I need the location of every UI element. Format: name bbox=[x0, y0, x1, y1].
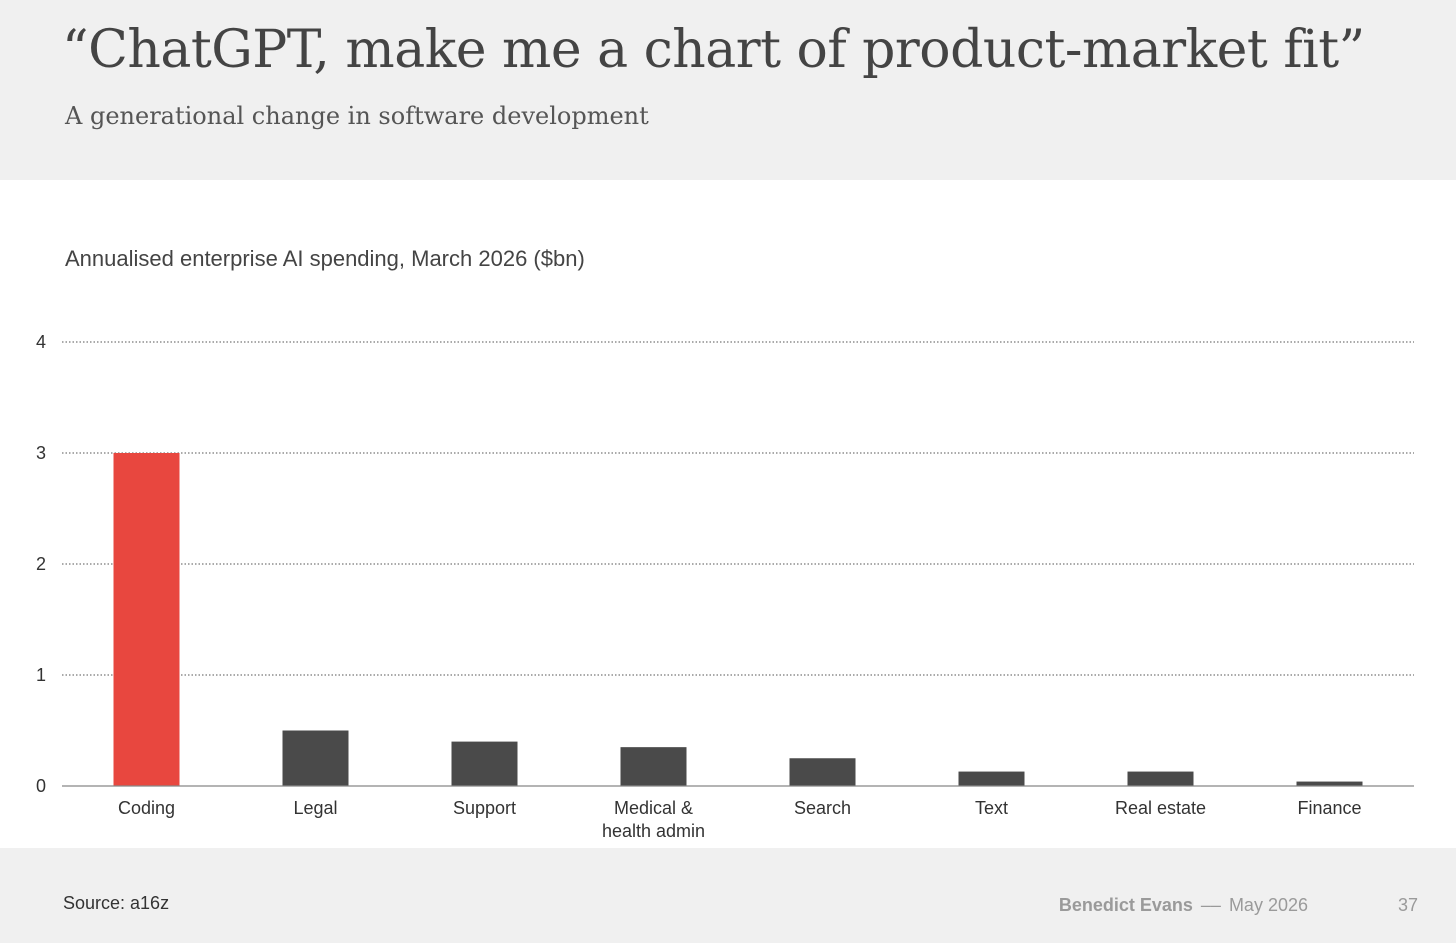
y-tick-label: 0 bbox=[36, 776, 46, 796]
date: May 2026 bbox=[1228, 895, 1308, 915]
bar bbox=[1127, 771, 1194, 786]
credit-separator: –– bbox=[1200, 895, 1221, 915]
x-tick-label: Real estate bbox=[1115, 798, 1206, 818]
x-tick-label: Text bbox=[975, 798, 1008, 818]
bar bbox=[282, 730, 349, 786]
bar bbox=[451, 741, 518, 786]
bar bbox=[113, 453, 180, 786]
x-tick-label-line: Finance bbox=[1297, 798, 1361, 818]
x-tick-label: Search bbox=[794, 798, 851, 818]
x-tick-label-line: Medical & bbox=[614, 798, 693, 818]
bar bbox=[620, 747, 687, 786]
slide-title: “ChatGPT, make me a chart of product-mar… bbox=[62, 20, 1365, 80]
x-tick-label-line: Coding bbox=[118, 798, 175, 818]
chart-title: Annualised enterprise AI spending, March… bbox=[65, 246, 585, 271]
credit: Benedict Evans –– May 2026 bbox=[1059, 895, 1308, 916]
axis-labels: 0 1 2 3 4 Coding Legal Support Medical & health a… bbox=[36, 332, 1362, 841]
x-tick-label-line: health admin bbox=[602, 821, 705, 841]
footer: Source: a16z Benedict Evans –– May 2026 37 bbox=[0, 848, 1456, 943]
x-tick-label: Coding bbox=[118, 798, 175, 818]
bar bbox=[958, 771, 1025, 786]
x-tick-label-line: Search bbox=[794, 798, 851, 818]
y-tick-label: 2 bbox=[36, 554, 46, 574]
header: “ChatGPT, make me a chart of product-mar… bbox=[0, 0, 1456, 180]
x-tick-label: Support bbox=[453, 798, 516, 818]
x-tick-label: Legal bbox=[293, 798, 337, 818]
y-tick-label: 4 bbox=[36, 332, 46, 352]
x-tick-label-line: Text bbox=[975, 798, 1008, 818]
y-tick-label: 3 bbox=[36, 443, 46, 463]
author-name: Benedict Evans bbox=[1058, 895, 1193, 915]
slide-subtitle: A generational change in software develo… bbox=[65, 102, 649, 130]
gridlines bbox=[62, 341, 1414, 676]
x-tick-label-line: Real estate bbox=[1115, 798, 1206, 818]
x-tick-label: Medical & health admin bbox=[602, 798, 705, 841]
y-tick-label: 1 bbox=[36, 665, 46, 685]
bars bbox=[113, 453, 1363, 786]
page-number: 37 bbox=[1397, 895, 1418, 915]
x-tick-label-line: Legal bbox=[293, 798, 337, 818]
bar bbox=[789, 758, 856, 786]
x-tick-label-line: Support bbox=[453, 798, 516, 818]
source-note: Source: a16z bbox=[63, 893, 170, 913]
bar bbox=[1296, 781, 1363, 786]
x-tick-label: Finance bbox=[1297, 798, 1361, 818]
